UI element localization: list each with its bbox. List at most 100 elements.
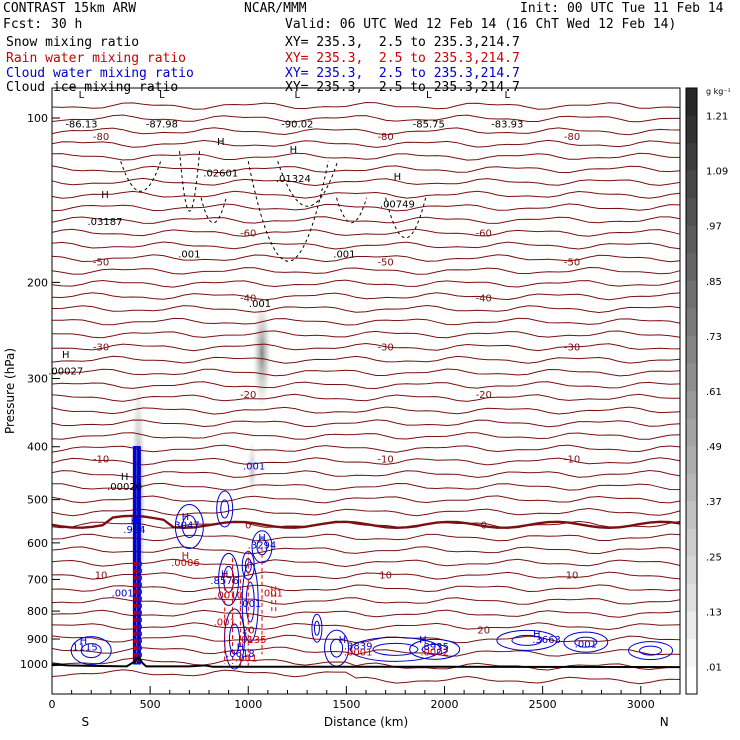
colorbar-segment	[686, 473, 697, 502]
extremum-value: .001	[178, 249, 200, 260]
temperature-contour	[51, 609, 681, 618]
temperature-contour	[51, 546, 681, 555]
temperature-contour	[51, 571, 681, 580]
colorbar: g kg⁻¹ 1.21 1.09 .97 .85 .73 .61 .49 .37 .25 .13 .0…	[685, 87, 731, 695]
temperature-contour	[51, 190, 681, 199]
terrain-line	[51, 655, 681, 669]
extremum-value: -85.75	[413, 119, 445, 130]
temperature-label: -80	[377, 132, 393, 143]
cloud-water-contours	[70, 446, 674, 670]
temperature-contour	[51, 342, 681, 352]
colorbar-segment	[686, 363, 697, 392]
y-tick-label: 100	[27, 112, 48, 125]
freezing-level-contour	[51, 514, 681, 530]
temperature-contour	[51, 114, 680, 123]
snow-plume	[247, 439, 258, 500]
y-tick-label: 200	[27, 276, 48, 289]
temperature-label: -30	[93, 342, 109, 353]
x-tick-label: 0	[49, 698, 56, 711]
high-marker: H	[339, 635, 347, 646]
extremum-value: .3294	[248, 541, 277, 552]
colorbar-label: .13	[706, 607, 722, 618]
cloud-water-contour	[639, 645, 663, 656]
y-tick-label: 400	[27, 441, 48, 454]
extremum-value: .8935	[420, 642, 449, 653]
field-name-snow: Snow mixing ratio	[6, 35, 140, 50]
init-time: Init: 00 UTC Tue 11 Feb 14	[520, 1, 724, 16]
temperature-label: 10	[379, 570, 392, 581]
cloud-water-contour	[181, 515, 197, 539]
extremum-value: .3663	[532, 635, 561, 646]
extremum-value: .001	[235, 654, 257, 665]
high-marker: H	[182, 512, 190, 523]
colorbar-label: .73	[706, 332, 722, 343]
cloud-water-contour	[313, 620, 320, 636]
cloud-ice-contour	[336, 197, 368, 223]
cloud-water-contour	[330, 638, 344, 658]
field-xsec-snow: XY= 235.3, 2.5 to 235.3,214.7	[285, 35, 520, 50]
colorbar-label: 1.09	[706, 167, 728, 178]
temperature-contour	[51, 292, 681, 301]
temperature-labels: -80 -80 -80 -60 -60 -50 -50 -50 -40 -40 -30 -30 -30 -…	[93, 132, 580, 636]
field-xsec-cloud-water: XY= 235.3, 2.5 to 235.3,214.7	[285, 66, 520, 81]
max-min-annotations: L -86.13 L -87.98 L -90.02 L -85.75 L -83.93 H .026…	[48, 90, 597, 664]
extremum-value: .0618	[226, 649, 255, 660]
terrain-surface	[51, 655, 681, 669]
temperature-contours	[51, 101, 681, 685]
cloud-water-contour	[220, 499, 230, 519]
extremum-value: .03187	[87, 217, 122, 228]
temperature-label: -40	[476, 293, 492, 304]
extremum-value: .001	[239, 599, 261, 610]
x-tick-label: 2500	[529, 698, 557, 711]
extremum-value: .01324	[276, 174, 311, 185]
cloud-water-contour	[563, 631, 609, 653]
y-tick-label: 700	[27, 573, 48, 586]
colorbar-label: .37	[706, 497, 722, 508]
high-marker: H	[131, 516, 139, 527]
cloud-water-contour	[135, 446, 139, 665]
temperature-contour	[51, 330, 681, 339]
south-endpoint-label: S	[82, 715, 90, 729]
high-marker: H	[80, 636, 88, 647]
colorbar-label: .85	[706, 277, 722, 288]
cloud-water-contour	[218, 552, 240, 606]
colorbar-segment	[686, 638, 697, 667]
temperature-label: -10	[564, 454, 580, 465]
y-tick-label: 300	[27, 373, 48, 386]
cloud-ice-contour	[277, 161, 339, 207]
temperature-contour	[51, 432, 681, 440]
temperature-label: 0	[245, 520, 251, 531]
low-marker: L	[79, 90, 85, 101]
temperature-label: -50	[93, 257, 109, 268]
temperature-contour	[51, 139, 681, 148]
cloud-water-contour	[421, 643, 448, 655]
extremum-value: .001	[261, 588, 283, 599]
x-tick-label: 3000	[627, 698, 655, 711]
colorbar-label: .01	[706, 662, 722, 673]
high-marker: H	[101, 190, 109, 201]
temperature-contour	[52, 317, 681, 326]
extremum-value: .924	[123, 525, 145, 536]
cloud-water-contour	[223, 565, 235, 593]
temperature-contour	[51, 444, 681, 453]
colorbar-label: .97	[706, 222, 722, 233]
temperature-contour	[51, 216, 681, 224]
extremum-value: .0002	[420, 648, 449, 659]
temperature-label: -60	[476, 228, 492, 239]
colorbar-segment	[686, 556, 697, 585]
high-marker: H	[419, 635, 427, 646]
cloud-water-contour	[174, 504, 204, 550]
temperature-contour	[51, 228, 681, 237]
y-tick-label: 900	[27, 633, 48, 646]
temperature-contour	[51, 457, 681, 466]
extremum-value: .001	[243, 461, 265, 472]
temperature-contour	[51, 622, 681, 631]
temperature-label: -30	[564, 342, 580, 353]
temperature-label: -10	[93, 454, 109, 465]
temperature-label: 20	[242, 626, 255, 637]
high-marker: H	[62, 350, 70, 361]
extremum-value: .001	[249, 299, 271, 310]
valid-time: Valid: 06 UTC Wed 12 Feb 14 (16 ChT Wed …	[285, 17, 677, 32]
cloud-ice-contour	[200, 197, 227, 223]
temperature-contour	[51, 304, 681, 314]
